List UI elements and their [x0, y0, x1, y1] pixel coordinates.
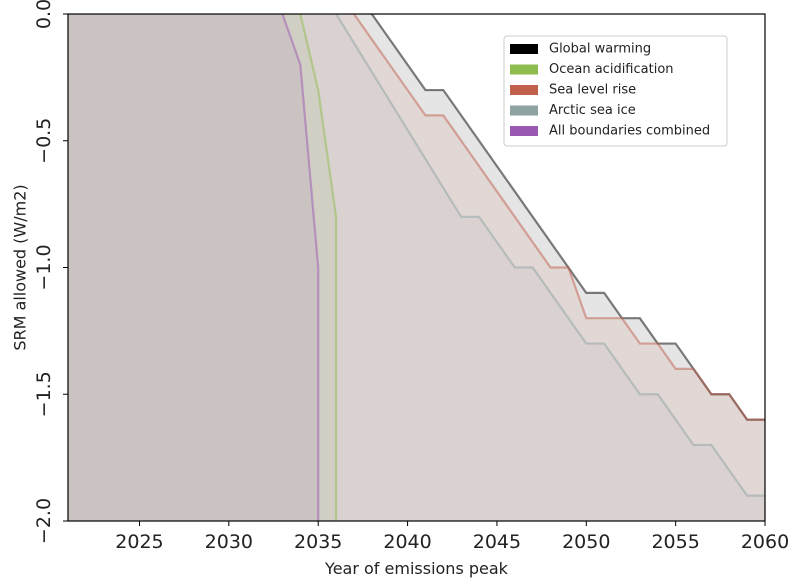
x-tick-label: 2060 — [741, 531, 789, 553]
series-lines — [281, 13, 765, 521]
sea-level-rise-line — [353, 13, 765, 421]
ocean-acidification-legend-swatch — [510, 64, 538, 75]
global-warming-legend-swatch — [510, 44, 538, 54]
legend-label: All boundaries combined — [549, 124, 710, 139]
ocean-acidification-line — [299, 13, 338, 521]
legend-box — [503, 35, 728, 147]
sea-level-rise-legend-swatch — [510, 85, 538, 95]
y-tick-label: −1.5 — [33, 371, 55, 417]
ocean-acidification-area — [68, 14, 337, 521]
legend-label: Global warming — [549, 42, 651, 57]
x-tick-label: 2035 — [294, 531, 342, 553]
arctic-sea-ice-legend-swatch — [510, 105, 538, 116]
y-axis-label: SRM allowed (W/m2) — [11, 184, 30, 350]
y-tick-label: −2.0 — [33, 498, 55, 544]
global-warming-area — [68, 14, 765, 521]
all-boundaries-combined-line — [281, 13, 320, 521]
x-axis-label: Year of emissions peak — [324, 559, 509, 578]
y-tick-label: 0.0 — [33, 0, 55, 29]
legend-label: Ocean acidification — [549, 62, 674, 77]
arctic-sea-ice-line — [335, 13, 765, 497]
area-fills — [68, 14, 765, 521]
sea-level-rise-area — [68, 14, 765, 521]
arctic-sea-ice-area — [68, 14, 765, 521]
x-tick-label: 2030 — [205, 531, 253, 553]
x-tick-label: 2040 — [383, 531, 431, 553]
x-tick-label: 2055 — [651, 531, 699, 553]
all-boundaries-combined-legend-swatch — [510, 126, 538, 136]
all-boundaries-combined-area — [68, 14, 319, 521]
x-tick-label: 2025 — [115, 531, 163, 553]
x-axis-ticks: 2025 2030 2035 2040 2045 2050 2055 2060 — [115, 521, 789, 553]
y-tick-label: −0.5 — [33, 118, 55, 164]
y-axis-ticks: 0.0 −0.5 −1.0 −1.5 −2.0 — [33, 0, 68, 544]
legend-label: Arctic sea ice — [549, 103, 636, 118]
legend: Global warming Ocean acidification Sea lev… — [503, 35, 728, 147]
x-tick-label: 2050 — [562, 531, 610, 553]
legend-label: Sea level rise — [549, 83, 636, 98]
y-tick-label: −1.0 — [33, 244, 55, 290]
x-tick-label: 2045 — [473, 531, 521, 553]
